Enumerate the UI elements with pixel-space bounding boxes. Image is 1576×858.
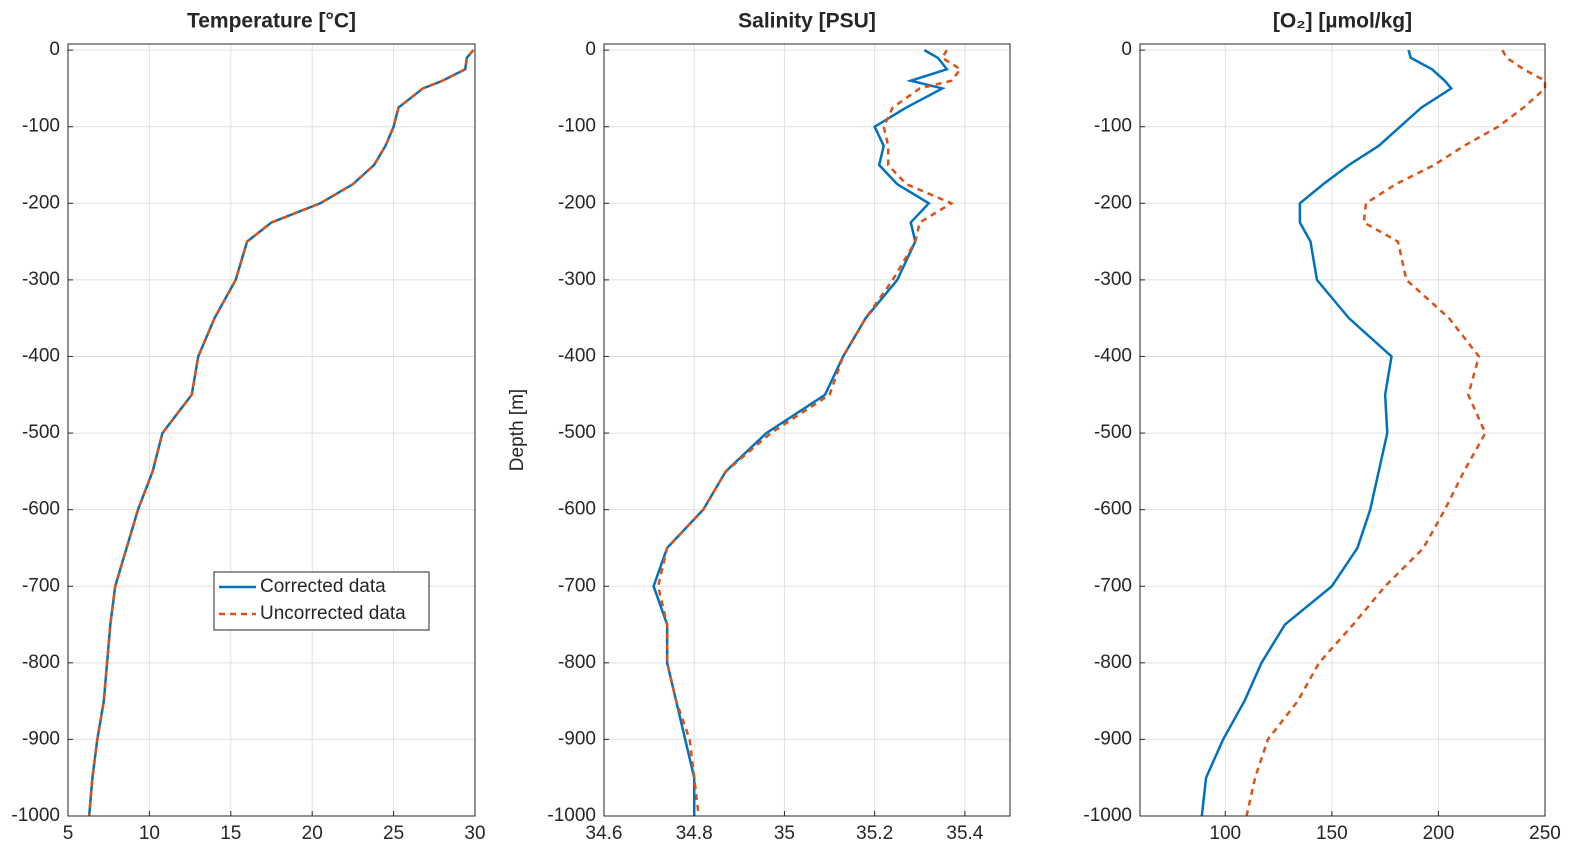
y-tick-label: -400	[1094, 345, 1132, 366]
y-tick-label: -600	[558, 499, 596, 520]
y-tick-label: 0	[49, 39, 60, 60]
legend-box	[213, 571, 430, 631]
x-tick-label: 25	[383, 823, 404, 844]
y-tick-label: -500	[22, 422, 60, 443]
x-tick-label: 20	[302, 823, 323, 844]
data-line	[652, 49, 949, 816]
y-tick-label: 0	[1121, 39, 1132, 60]
y-tick-label: -400	[558, 345, 596, 366]
y-tick-label: -700	[22, 575, 60, 596]
x-tick-label: 35.2	[856, 823, 893, 844]
x-tick-label: 250	[1529, 823, 1561, 844]
axes-box	[603, 43, 1011, 817]
y-tick-label: -1000	[1083, 805, 1132, 826]
plot-area	[68, 44, 475, 816]
y-tick-label: -900	[22, 728, 60, 749]
y-tick-label: -600	[1094, 499, 1132, 520]
y-tick-label: -400	[22, 345, 60, 366]
x-tick-label: 200	[1423, 823, 1455, 844]
legend-label: Uncorrected data	[260, 603, 406, 624]
data-line	[87, 49, 475, 817]
y-tick-label: -300	[558, 269, 596, 290]
y-tick-label: -800	[22, 652, 60, 673]
x-tick-label: 5	[63, 823, 74, 844]
chart-title: [O₂] [µmol/kg]	[1273, 10, 1412, 33]
y-tick-label: -800	[1094, 652, 1132, 673]
y-tick-label: -700	[1094, 575, 1132, 596]
data-line	[1245, 49, 1547, 817]
y-tick-label: -200	[1094, 192, 1132, 213]
y-tick-label: -300	[22, 269, 60, 290]
data-line	[1200, 49, 1454, 817]
y-tick-label: -1000	[547, 805, 596, 826]
y-tick-label: -500	[1094, 422, 1132, 443]
y-tick-label: -100	[558, 116, 596, 137]
x-tick-label: 10	[139, 823, 160, 844]
axes-box	[67, 43, 476, 817]
plot-area	[1140, 44, 1545, 816]
legend-label: Corrected data	[260, 576, 386, 597]
data-line	[656, 49, 963, 817]
x-tick-label: 35.4	[946, 823, 983, 844]
y-tick-label: -300	[1094, 269, 1132, 290]
y-axis-label: Depth [m]	[507, 389, 528, 471]
y-tick-label: -900	[1094, 728, 1132, 749]
y-tick-label: -700	[558, 575, 596, 596]
legend: Corrected data Uncorrected data	[213, 571, 430, 631]
y-tick-label: -100	[1094, 116, 1132, 137]
y-tick-label: -200	[22, 192, 60, 213]
x-tick-label: 150	[1316, 823, 1348, 844]
x-tick-label: 30	[464, 823, 485, 844]
x-tick-label: 34.8	[676, 823, 713, 844]
y-tick-label: -200	[558, 192, 596, 213]
x-tick-label: 35	[774, 823, 795, 844]
y-tick-label: -1000	[11, 805, 60, 826]
x-tick-label: 100	[1209, 823, 1241, 844]
y-tick-label: -900	[558, 728, 596, 749]
y-tick-label: -800	[558, 652, 596, 673]
x-tick-label: 15	[220, 823, 241, 844]
chart-title: Salinity [PSU]	[738, 10, 876, 33]
y-tick-label: 0	[585, 39, 596, 60]
plot-area	[604, 44, 1010, 816]
y-tick-label: -500	[558, 422, 596, 443]
axes-box	[1139, 43, 1546, 817]
x-tick-label: 34.6	[586, 823, 623, 844]
y-tick-label: -600	[22, 499, 60, 520]
y-tick-label: -100	[22, 116, 60, 137]
chart-title: Temperature [°C]	[187, 10, 356, 33]
